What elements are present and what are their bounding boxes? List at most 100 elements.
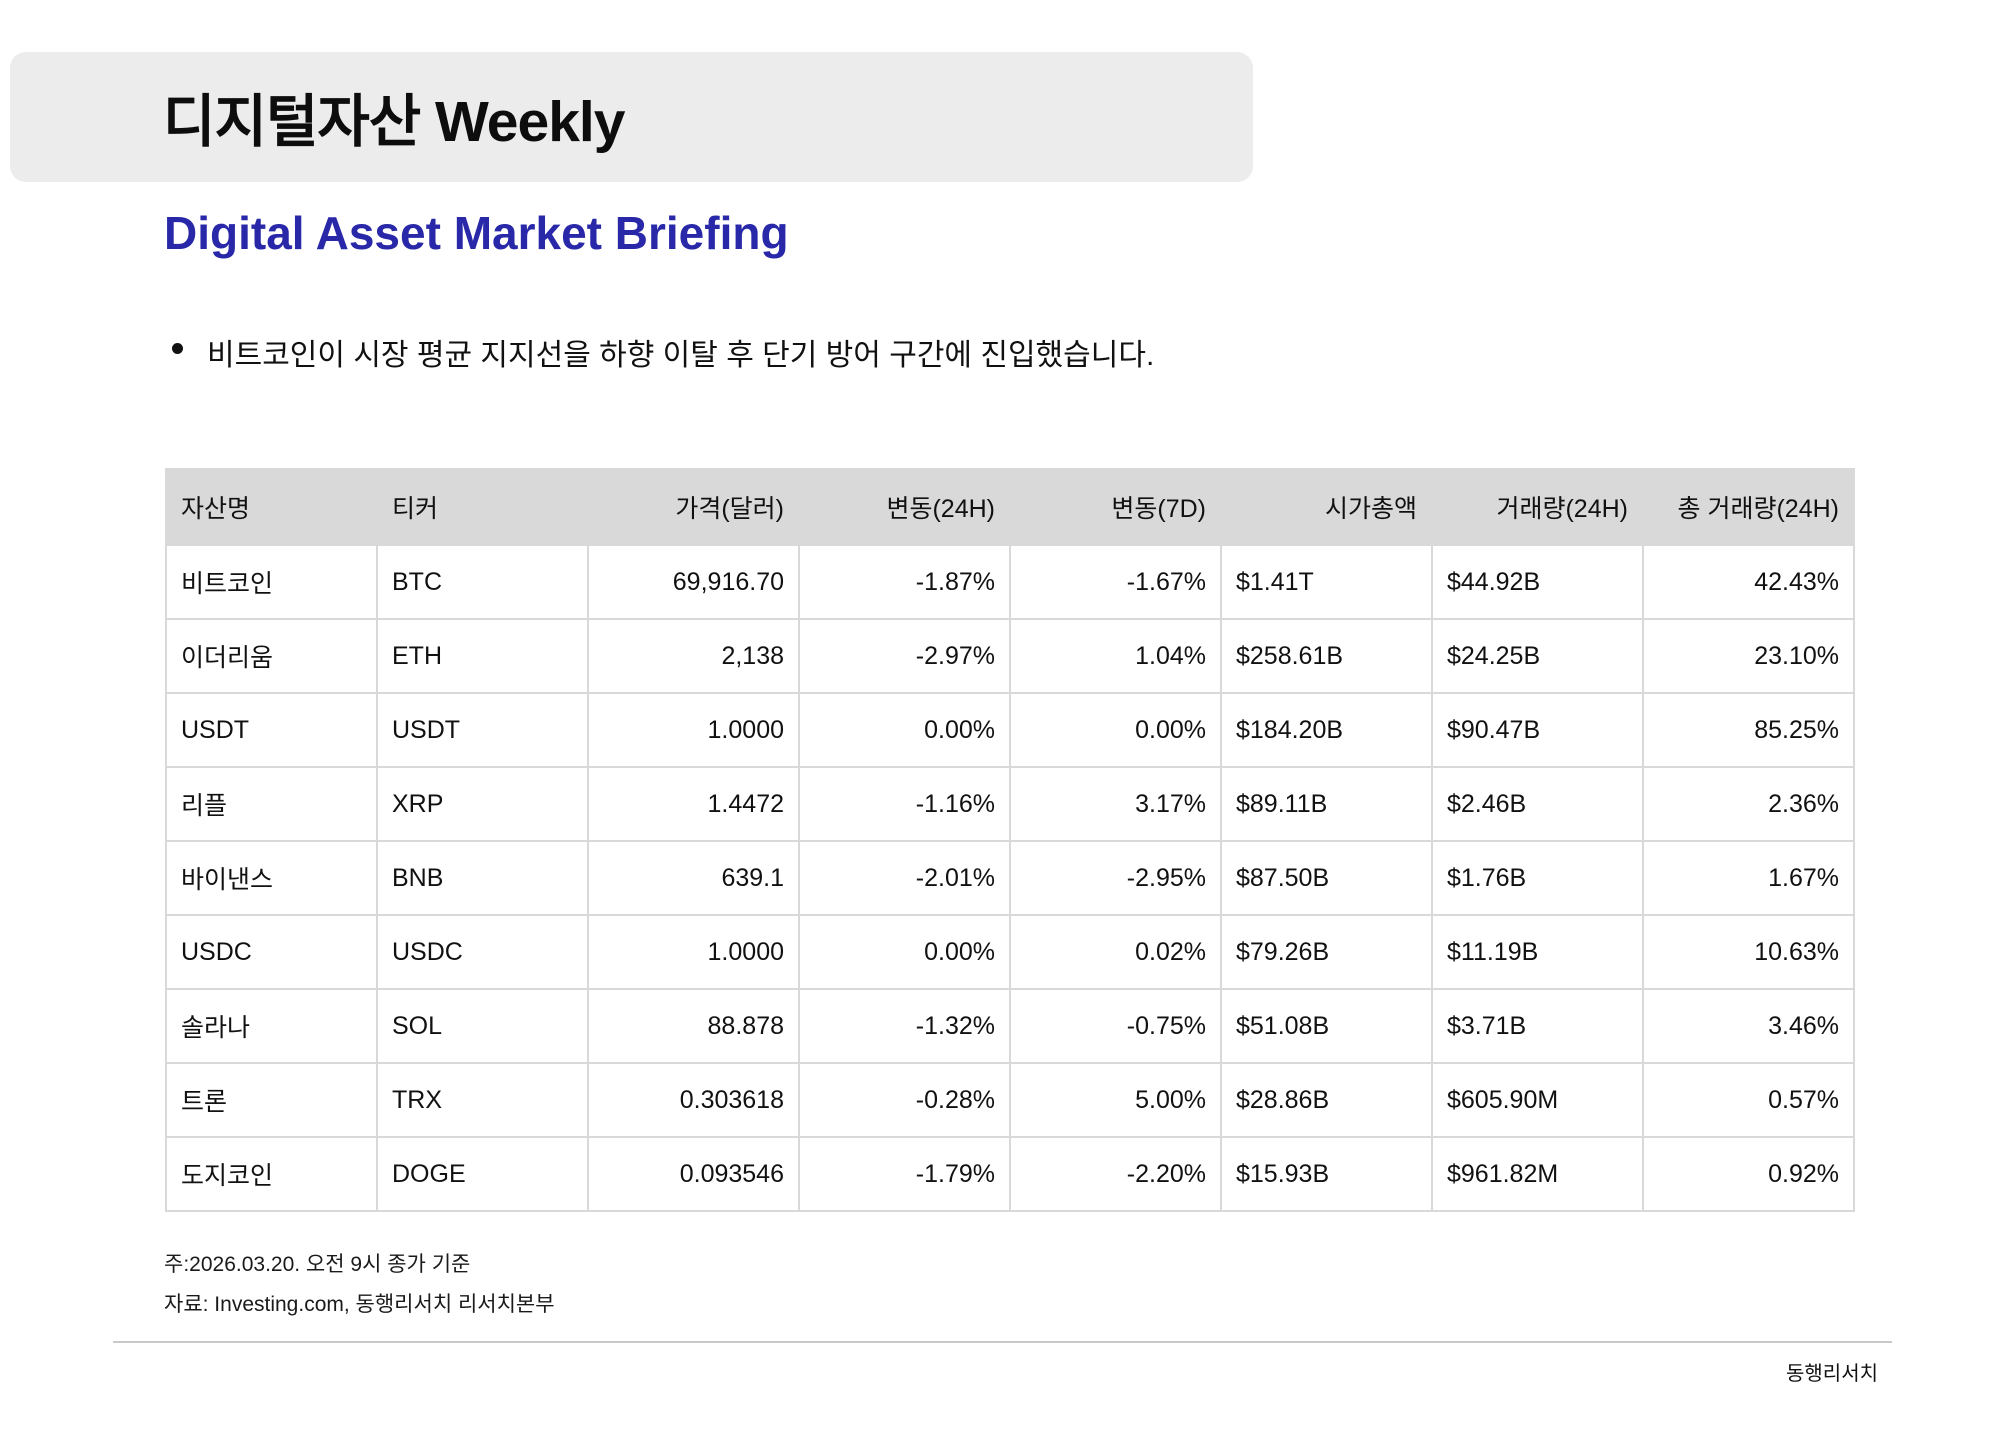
table-row: 도지코인 DOGE 0.093546 -1.79% -2.20% $15.93B $961.… <box>165 1136 1855 1212</box>
column-header: 시가총액 <box>1220 468 1433 546</box>
table-cell: -2.20% <box>1009 1136 1222 1212</box>
table-cell: USDC <box>376 914 589 990</box>
table-cell: 5.00% <box>1009 1062 1222 1138</box>
table-cell: 도지코인 <box>165 1136 378 1212</box>
table-cell: 바이낸스 <box>165 840 378 916</box>
table-row: 솔라나 SOL 88.878 -1.32% -0.75% $51.08B $3.71B 3.4… <box>165 988 1855 1064</box>
table-row: 바이낸스 BNB 639.1 -2.01% -2.95% $87.50B $1.76B 1.6… <box>165 840 1855 916</box>
table-header-row: 자산명 티커 가격(달러) 변동(24H) 변동(7D) 시가총액 거래량(24H) 총 거래… <box>165 468 1855 546</box>
table-cell: 트론 <box>165 1062 378 1138</box>
table-cell: 0.00% <box>798 692 1011 768</box>
table-cell: $961.82M <box>1431 1136 1644 1212</box>
bullet-marker <box>172 343 183 354</box>
table-cell: $24.25B <box>1431 618 1644 694</box>
table-cell: DOGE <box>376 1136 589 1212</box>
table-cell: -2.01% <box>798 840 1011 916</box>
table-cell: $184.20B <box>1220 692 1433 768</box>
table-cell: 1.67% <box>1642 840 1855 916</box>
table-cell: 이더리움 <box>165 618 378 694</box>
column-header: 변동(24H) <box>798 468 1011 546</box>
table-cell: $258.61B <box>1220 618 1433 694</box>
table-cell: 1.4472 <box>587 766 800 842</box>
table-cell: 솔라나 <box>165 988 378 1064</box>
table-cell: -0.75% <box>1009 988 1222 1064</box>
table-cell: $11.19B <box>1431 914 1644 990</box>
table-cell: 42.43% <box>1642 544 1855 620</box>
bullet-item: 비트코인이 시장 평균 지지선을 하향 이탈 후 단기 방어 구간에 진입했습니… <box>172 330 1154 374</box>
table-cell: 639.1 <box>587 840 800 916</box>
table-cell: $28.86B <box>1220 1062 1433 1138</box>
table-cell: 2.36% <box>1642 766 1855 842</box>
table-cell: 0.00% <box>798 914 1011 990</box>
table-cell: -2.97% <box>798 618 1011 694</box>
table-cell: 1.0000 <box>587 914 800 990</box>
table-cell: $15.93B <box>1220 1136 1433 1212</box>
table-cell: -1.16% <box>798 766 1011 842</box>
table-cell: 3.46% <box>1642 988 1855 1064</box>
table-cell: 1.0000 <box>587 692 800 768</box>
table-cell: 88.878 <box>587 988 800 1064</box>
table-cell: -2.95% <box>1009 840 1222 916</box>
table-cell: $1.41T <box>1220 544 1433 620</box>
column-header: 거래량(24H) <box>1431 468 1644 546</box>
table-cell: 3.17% <box>1009 766 1222 842</box>
table-cell: USDC <box>165 914 378 990</box>
table-cell: -1.87% <box>798 544 1011 620</box>
table-cell: 0.02% <box>1009 914 1222 990</box>
footer-divider <box>113 1341 1892 1343</box>
table-cell: $89.11B <box>1220 766 1433 842</box>
table-cell: $1.76B <box>1431 840 1644 916</box>
title-banner: 디지털자산 Weekly <box>10 52 1253 182</box>
column-header: 가격(달러) <box>587 468 800 546</box>
table-cell: 0.00% <box>1009 692 1222 768</box>
table-cell: BNB <box>376 840 589 916</box>
table-cell: ETH <box>376 618 589 694</box>
table-cell: $51.08B <box>1220 988 1433 1064</box>
table-cell: 리플 <box>165 766 378 842</box>
note-date: 주:2026.03.20. 오전 9시 종가 기준 <box>164 1253 471 1276</box>
table-row: 비트코인 BTC 69,916.70 -1.87% -1.67% $1.41T $44.92… <box>165 544 1855 620</box>
table-cell: -1.67% <box>1009 544 1222 620</box>
table-cell: BTC <box>376 544 589 620</box>
table-cell: -0.28% <box>798 1062 1011 1138</box>
table-cell: $3.71B <box>1431 988 1644 1064</box>
table-cell: SOL <box>376 988 589 1064</box>
table-cell: 1.04% <box>1009 618 1222 694</box>
table-cell: 69,916.70 <box>587 544 800 620</box>
bullet-text: 비트코인이 시장 평균 지지선을 하향 이탈 후 단기 방어 구간에 진입했습니… <box>207 339 1155 372</box>
table-row: USDC USDC 1.0000 0.00% 0.02% $79.26B $11.19B 10… <box>165 914 1855 990</box>
table-cell: XRP <box>376 766 589 842</box>
table-cell: $90.47B <box>1431 692 1644 768</box>
table-cell: 0.093546 <box>587 1136 800 1212</box>
table-cell: $44.92B <box>1431 544 1644 620</box>
table-row: 트론 TRX 0.303618 -0.28% 5.00% $28.86B $605.90M 0… <box>165 1062 1855 1138</box>
footer-brand: 동행리서치 <box>1786 1363 1878 1385</box>
table-cell: -1.32% <box>798 988 1011 1064</box>
table-cell: TRX <box>376 1062 589 1138</box>
column-header: 자산명 <box>165 468 378 546</box>
table-cell: $605.90M <box>1431 1062 1644 1138</box>
table-cell: $2.46B <box>1431 766 1644 842</box>
table-cell: 비트코인 <box>165 544 378 620</box>
column-header: 총 거래량(24H) <box>1642 468 1855 546</box>
table-cell: 85.25% <box>1642 692 1855 768</box>
column-header: 티커 <box>376 468 589 546</box>
table-row: 리플 XRP 1.4472 -1.16% 3.17% $89.11B $2.46B 2.36% <box>165 766 1855 842</box>
table-cell: USDT <box>376 692 589 768</box>
page-title: 디지털자산 Weekly <box>163 90 625 154</box>
table-cell: USDT <box>165 692 378 768</box>
market-table: 자산명 티커 가격(달러) 변동(24H) 변동(7D) 시가총액 거래량(24H) 총 거래… <box>165 468 1855 1212</box>
table-cell: 0.303618 <box>587 1062 800 1138</box>
table-row: USDT USDT 1.0000 0.00% 0.00% $184.20B $90.47B 8… <box>165 692 1855 768</box>
table-cell: $87.50B <box>1220 840 1433 916</box>
table-cell: 23.10% <box>1642 618 1855 694</box>
table-cell: $79.26B <box>1220 914 1433 990</box>
table-cell: -1.79% <box>798 1136 1011 1212</box>
table-cell: 0.92% <box>1642 1136 1855 1212</box>
table-row: 이더리움 ETH 2,138 -2.97% 1.04% $258.61B $24.25B 23… <box>165 618 1855 694</box>
table-cell: 10.63% <box>1642 914 1855 990</box>
note-source: 자료: Investing.com, 동행리서치 리서치본부 <box>164 1293 555 1316</box>
page-subtitle: Digital Asset Market Briefing <box>164 207 789 259</box>
table-cell: 2,138 <box>587 618 800 694</box>
table-cell: 0.57% <box>1642 1062 1855 1138</box>
